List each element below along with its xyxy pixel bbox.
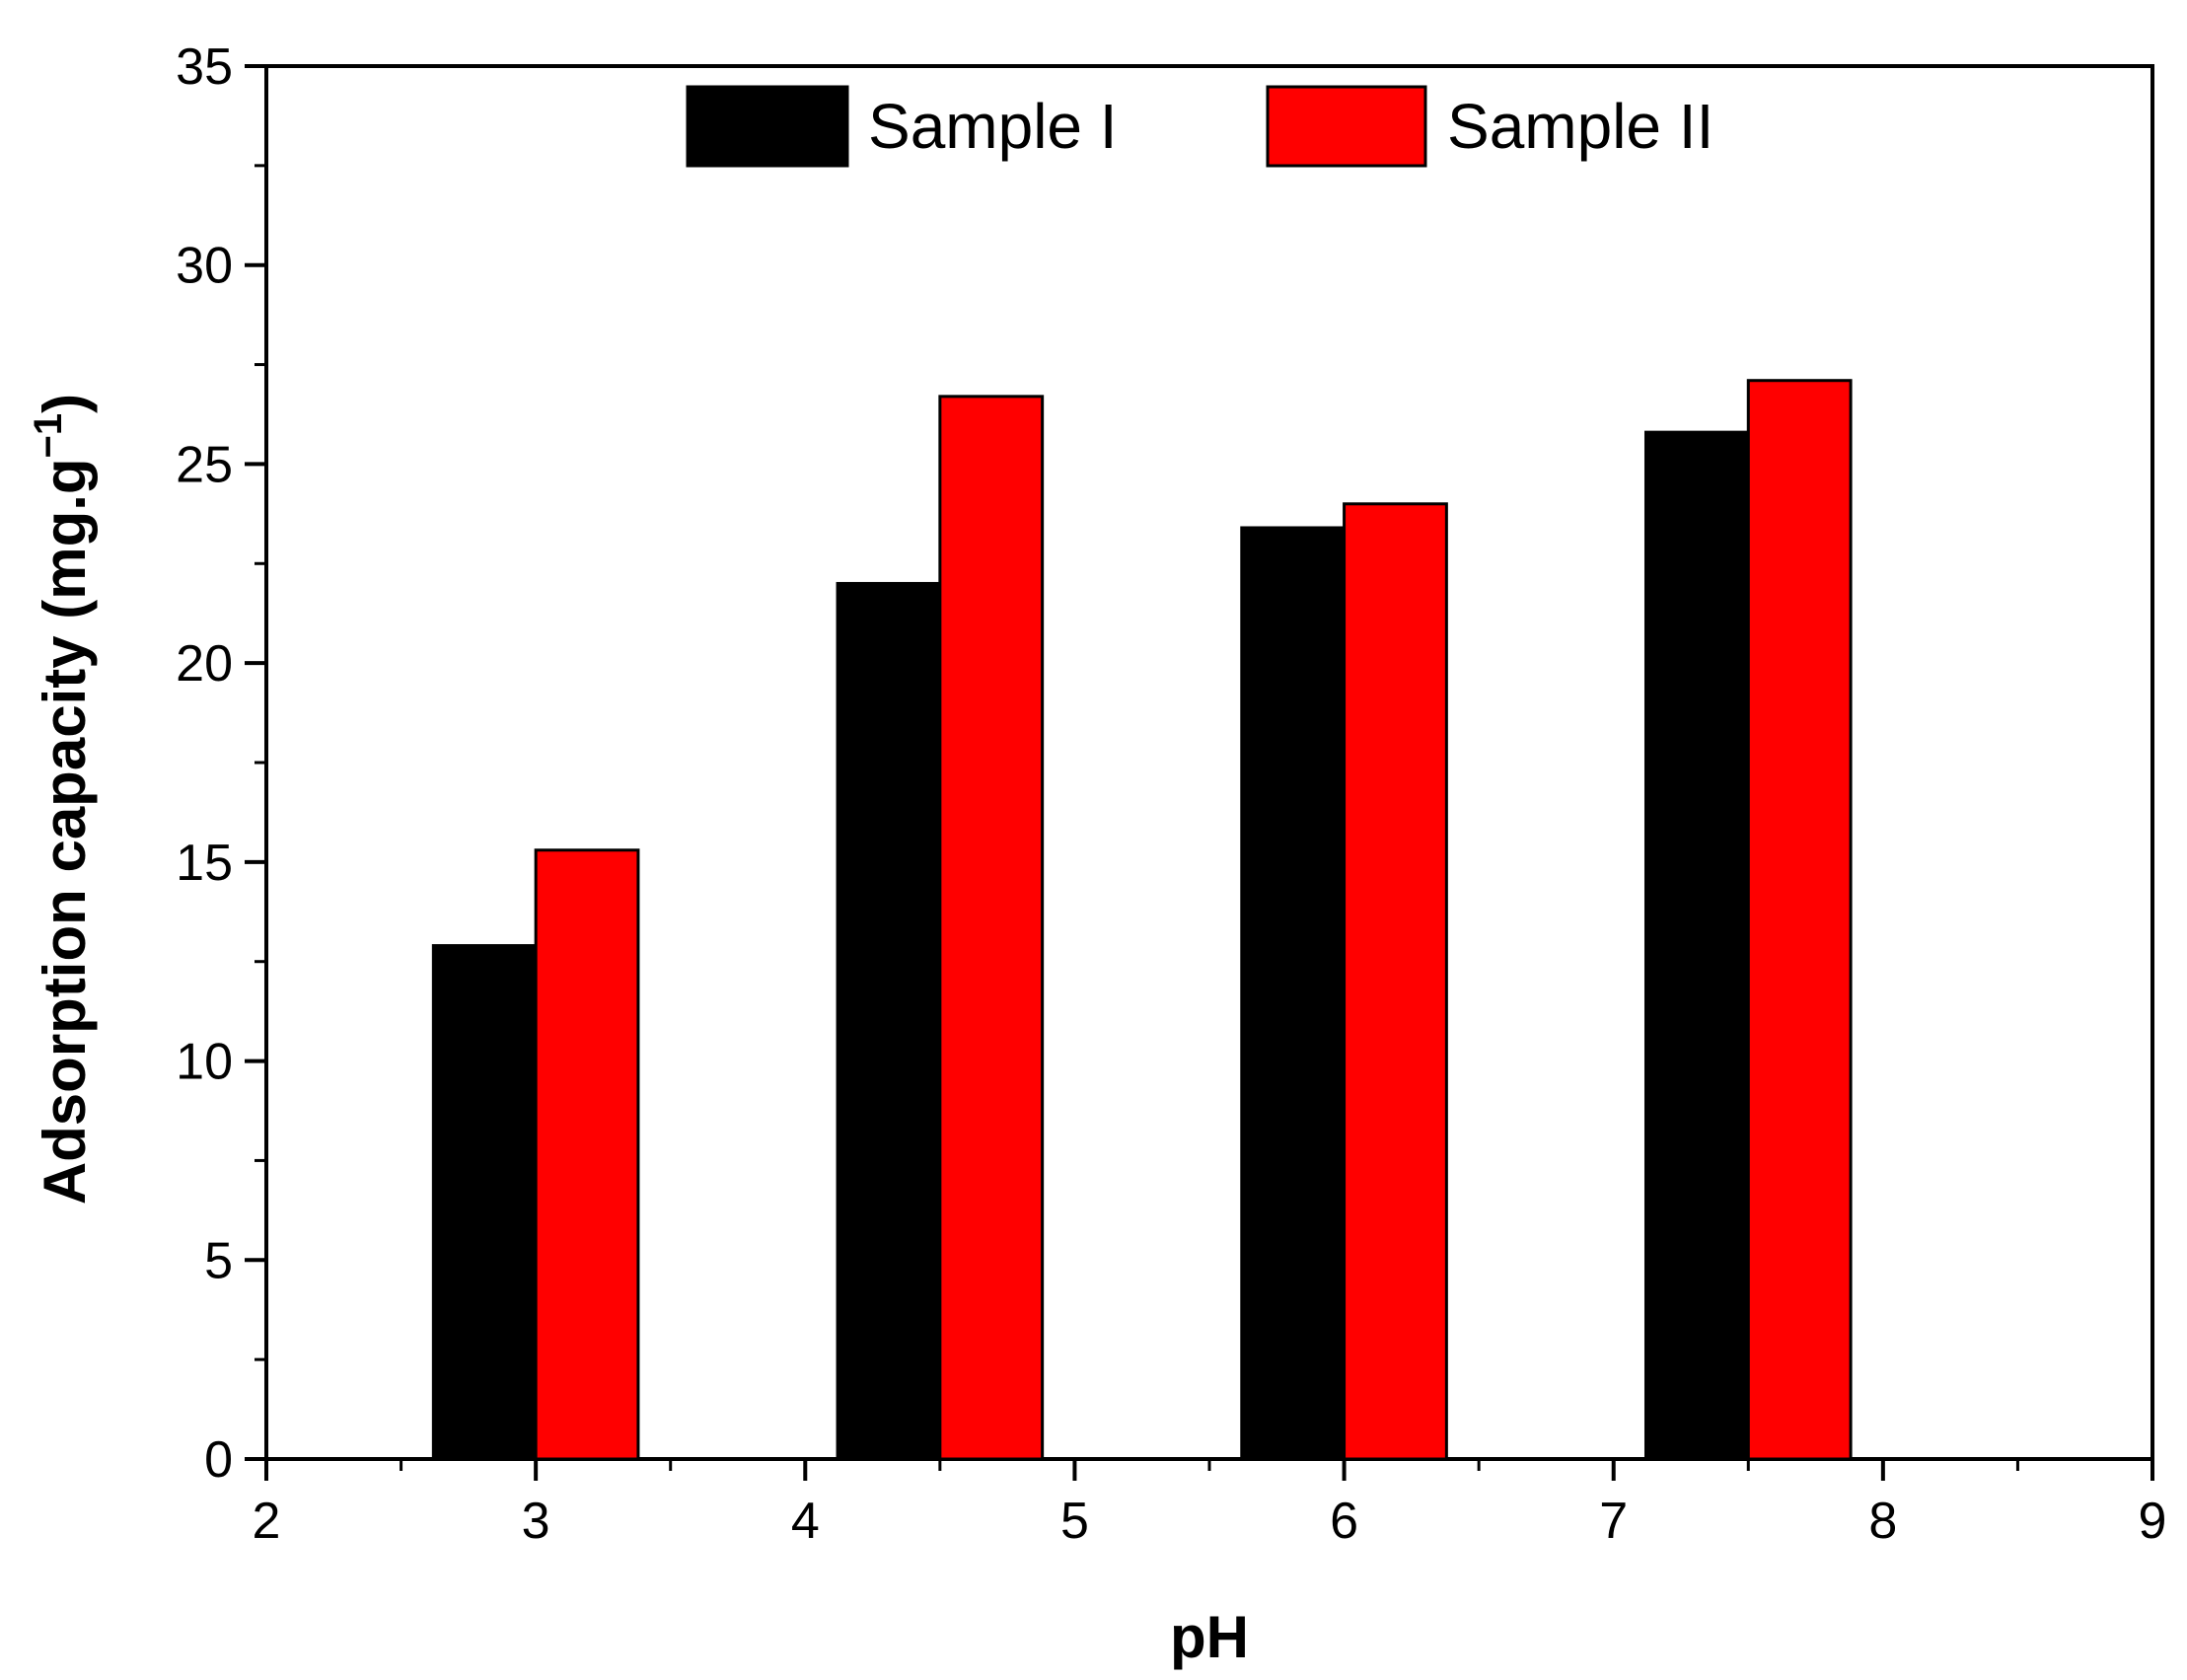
y-axis-title-close: ) — [32, 394, 98, 413]
bar-sample-i-ph-4.5 — [836, 581, 942, 1461]
y-tick-label: 10 — [176, 1034, 233, 1091]
bar-sample-ii-ph-6 — [1343, 502, 1448, 1461]
bar-sample-i-ph-3 — [431, 944, 538, 1461]
legend: Sample I Sample II — [686, 85, 1713, 168]
legend-label-sample-ii: Sample II — [1447, 91, 1713, 162]
y-axis-title: Adsorption capacity (mg.g−1) — [27, 394, 98, 1205]
x-tick-label: 6 — [1330, 1493, 1358, 1550]
legend-swatch-sample-i — [686, 85, 849, 168]
x-tick-label: 3 — [522, 1493, 550, 1550]
y-tick-label: 15 — [176, 835, 233, 892]
y-axis-title-superscript: −1 — [27, 413, 70, 459]
bar-sample-i-ph-7.5 — [1643, 430, 1750, 1461]
bar-sample-ii-ph-3 — [534, 848, 640, 1461]
x-tick-label: 7 — [1599, 1493, 1628, 1550]
x-tick-label: 2 — [253, 1493, 281, 1550]
x-tick-label: 4 — [791, 1493, 820, 1550]
legend-swatch-sample-ii — [1266, 85, 1427, 168]
x-axis-title: pH — [1170, 1604, 1249, 1670]
legend-label-sample-i: Sample I — [868, 91, 1118, 162]
y-tick-label: 30 — [176, 238, 233, 295]
bar-sample-ii-ph-4.5 — [938, 395, 1045, 1461]
bars-group — [431, 379, 1853, 1461]
ticks-group: 2 3 4 5 6 7 8 9 0 5 10 15 20 25 30 35 — [176, 38, 2166, 1550]
x-tick-label: 8 — [1868, 1493, 1897, 1550]
x-tick-label: 9 — [2139, 1493, 2167, 1550]
bar-sample-i-ph-6 — [1240, 526, 1347, 1461]
y-tick-label: 20 — [176, 635, 233, 693]
y-tick-label: 35 — [176, 38, 233, 96]
y-axis-title-main: Adsorption capacity (mg.g — [32, 458, 98, 1205]
x-tick-label: 5 — [1060, 1493, 1089, 1550]
y-tick-label: 25 — [176, 436, 233, 493]
y-tick-label: 0 — [204, 1431, 233, 1489]
y-tick-label: 5 — [204, 1232, 233, 1289]
bar-sample-ii-ph-7.5 — [1746, 379, 1853, 1461]
